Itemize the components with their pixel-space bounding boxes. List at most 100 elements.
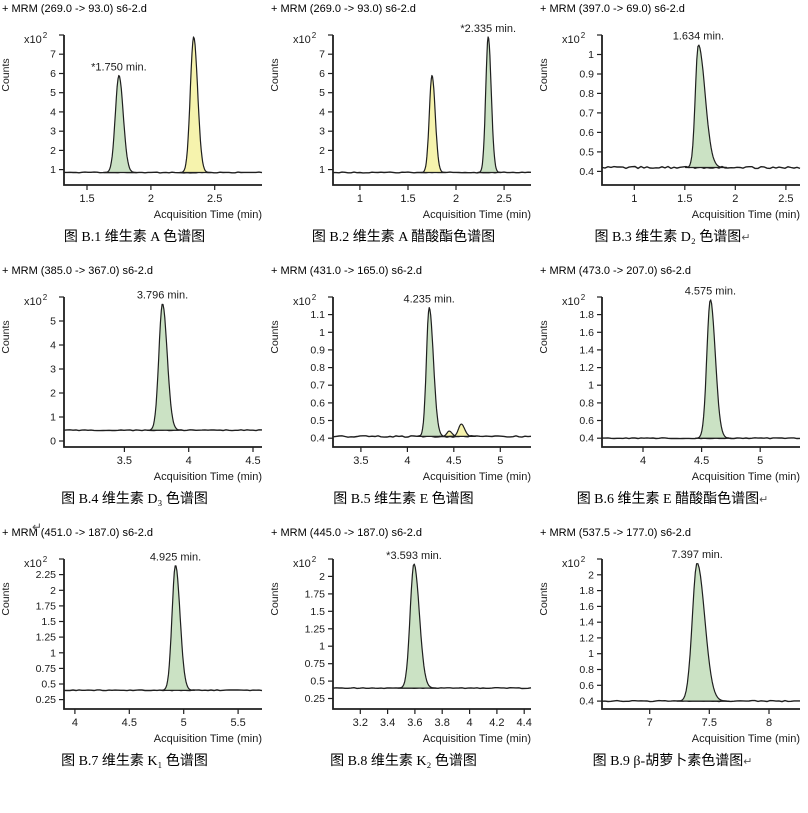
svg-text:x102: x102 [293, 293, 317, 308]
svg-text:1: 1 [631, 193, 637, 205]
svg-text:1: 1 [319, 641, 325, 653]
figure-caption: 图 B.7 维生素 K₁ 色谱图 [61, 754, 208, 769]
svg-text:5: 5 [757, 455, 763, 467]
panel-b6: + MRM (473.0 -> 207.0) s6-2.d Counts x102… [538, 264, 807, 508]
svg-text:1.5: 1.5 [310, 606, 325, 618]
chromatogram-title: + MRM (269.0 -> 93.0) s6-2.d [2, 3, 147, 15]
svg-text:0.4: 0.4 [310, 433, 325, 445]
svg-text:3: 3 [50, 126, 56, 138]
svg-text:4.235 min.: 4.235 min. [404, 294, 455, 306]
svg-text:3.5: 3.5 [353, 455, 368, 467]
svg-text:1.1: 1.1 [310, 309, 325, 321]
svg-text:Counts: Counts [0, 582, 12, 615]
svg-text:1: 1 [50, 164, 56, 176]
chromatogram-plot: Counts x102 0.4 0.5 0.6 0.7 0.8 0.9 1 1 1.5 2 2.5 Acq… [538, 31, 801, 221]
svg-text:*1.750 min.: *1.750 min. [91, 61, 147, 73]
svg-text:Acquisition Time (min): Acquisition Time (min) [423, 209, 531, 221]
chromatogram-plot: Counts x102 1 2 3 4 5 6 7 1 1.5 2 2.5 Acquisition Tim… [269, 23, 532, 221]
svg-text:4: 4 [404, 455, 410, 467]
chromatogram-title: + MRM (451.0 -> 187.0) s6-2.d [2, 527, 154, 539]
svg-text:3: 3 [319, 126, 325, 138]
svg-text:3.4: 3.4 [380, 717, 395, 729]
svg-text:7.397 min.: 7.397 min. [671, 549, 722, 561]
svg-text:1: 1 [319, 327, 325, 339]
svg-text:2.25: 2.25 [36, 569, 57, 581]
svg-text:x102: x102 [293, 31, 317, 46]
svg-text:4.5: 4.5 [122, 717, 137, 729]
svg-text:4: 4 [467, 717, 473, 729]
svg-text:4: 4 [186, 455, 192, 467]
svg-text:Counts: Counts [538, 58, 550, 91]
svg-text:1.5: 1.5 [41, 616, 56, 628]
svg-text:4.4: 4.4 [517, 717, 532, 729]
svg-text:Counts: Counts [0, 58, 12, 91]
svg-text:Acquisition Time (min): Acquisition Time (min) [692, 209, 800, 221]
svg-text:1.4: 1.4 [579, 617, 594, 629]
svg-text:2: 2 [732, 193, 738, 205]
chromatogram-plot: Counts x102 0.4 0.5 0.6 0.7 0.8 0.9 1 1.1 3.5 4 4.5 5… [269, 293, 532, 483]
svg-text:Acquisition Time (min): Acquisition Time (min) [692, 471, 800, 483]
svg-text:1: 1 [50, 412, 56, 424]
chromatogram-title: + MRM (269.0 -> 93.0) s6-2.d [271, 3, 416, 15]
svg-text:7.5: 7.5 [702, 717, 717, 729]
svg-text:1.6: 1.6 [579, 327, 594, 339]
panel-b3: + MRM (397.0 -> 69.0) s6-2.d Counts x102 0… [538, 2, 807, 246]
svg-text:0.4: 0.4 [579, 433, 594, 445]
svg-text:1.6: 1.6 [579, 601, 594, 613]
svg-text:1.25: 1.25 [36, 632, 57, 644]
svg-text:2.5: 2.5 [496, 193, 511, 205]
svg-text:1: 1 [357, 193, 363, 205]
svg-text:3.6: 3.6 [407, 717, 422, 729]
svg-text:2: 2 [588, 569, 594, 581]
svg-text:1: 1 [588, 648, 594, 660]
svg-text:7: 7 [647, 717, 653, 729]
svg-text:1.2: 1.2 [579, 632, 594, 644]
svg-text:x102: x102 [562, 555, 586, 570]
paragraph-mark: ↵ [741, 232, 751, 244]
chromatogram-title: + MRM (431.0 -> 165.0) s6-2.d [271, 265, 423, 277]
svg-text:0.8: 0.8 [579, 397, 594, 409]
svg-text:1.5: 1.5 [677, 193, 692, 205]
chromatogram-plot: Counts x102 0.4 0.6 0.8 1 1.2 1.4 1.6 1.8 2 7 7.5 8 Ac… [538, 549, 800, 745]
svg-text:1.4: 1.4 [579, 344, 594, 356]
svg-text:2: 2 [148, 193, 154, 205]
svg-text:6: 6 [50, 68, 56, 80]
svg-text:0.4: 0.4 [579, 696, 594, 708]
svg-text:7: 7 [50, 49, 56, 61]
chromatogram-plot: Counts x102 0.25 0.5 0.75 1 1.25 1.5 1.75 2 3.2 3.4… [269, 550, 532, 745]
paragraph-mark: ↵ [743, 756, 753, 768]
svg-text:5: 5 [50, 87, 56, 99]
svg-text:2: 2 [50, 585, 56, 597]
svg-text:1.8: 1.8 [579, 309, 594, 321]
svg-text:2: 2 [50, 388, 56, 400]
svg-text:2: 2 [453, 193, 459, 205]
svg-text:3.5: 3.5 [117, 455, 132, 467]
svg-text:1.25: 1.25 [305, 623, 326, 635]
svg-text:0.75: 0.75 [36, 663, 57, 675]
chromatogram-title: + MRM (385.0 -> 367.0) s6-2.d [2, 265, 154, 277]
chromatogram-plot: Counts x102 1 2 3 4 5 6 7 1.5 2 2.5 Acquisition Time… [0, 31, 263, 221]
svg-text:0.9: 0.9 [310, 344, 325, 356]
figure-caption: 图 B.3 维生素 D₂ 色谱图↵ [594, 230, 751, 245]
svg-text:4.5: 4.5 [694, 455, 709, 467]
svg-text:0.4: 0.4 [579, 166, 594, 178]
svg-text:4.5: 4.5 [245, 455, 260, 467]
svg-text:0.6: 0.6 [579, 127, 594, 139]
svg-text:0: 0 [50, 436, 56, 448]
svg-text:1: 1 [50, 647, 56, 659]
svg-text:4: 4 [319, 106, 325, 118]
svg-text:Counts: Counts [538, 320, 550, 353]
svg-text:0.6: 0.6 [310, 397, 325, 409]
svg-text:4: 4 [640, 455, 646, 467]
svg-text:3.2: 3.2 [353, 717, 368, 729]
chromatogram-title: + MRM (445.0 -> 187.0) s6-2.d [271, 527, 423, 539]
svg-text:1: 1 [319, 164, 325, 176]
paragraph-mark: ↵ [759, 494, 769, 506]
chromatogram-grid: + MRM (269.0 -> 93.0) s6-2.d Counts x102 1… [0, 2, 807, 769]
svg-text:1.75: 1.75 [36, 600, 57, 612]
svg-text:*3.593 min.: *3.593 min. [386, 550, 442, 562]
svg-text:Acquisition Time (min): Acquisition Time (min) [154, 733, 262, 745]
panel-b5: + MRM (431.0 -> 165.0) s6-2.d Counts x102… [269, 264, 538, 508]
svg-text:3.796 min.: 3.796 min. [137, 290, 188, 302]
svg-text:2: 2 [319, 571, 325, 583]
